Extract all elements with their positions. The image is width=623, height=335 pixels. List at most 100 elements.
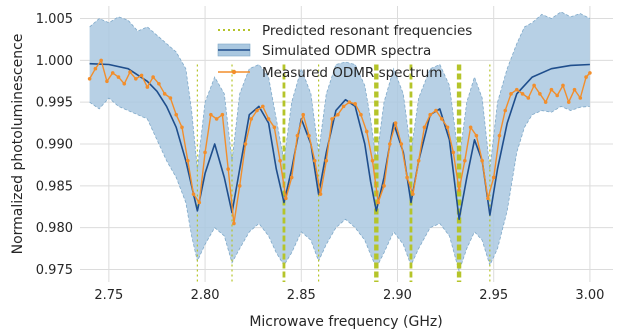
band-upper-edge [89,11,591,170]
measured-point [214,117,219,121]
measured-point [174,112,179,117]
x-tick-label: 2.80 [191,288,220,303]
measured-point [151,75,155,79]
measured-point [422,125,427,130]
measured-point [324,158,329,163]
measured-point [549,87,554,92]
measured-point [445,125,450,130]
measured-point [578,96,583,100]
measured-point [588,71,592,75]
measured-point [463,158,467,163]
measured-point [197,200,202,205]
legend-label-resonance: Predicted resonant frequencies [262,23,472,39]
measured-point [543,100,548,104]
legend: Predicted resonant frequencies Simulated… [217,23,472,81]
measured-point [359,112,363,117]
measured-point [538,92,542,96]
measured-point [411,192,415,196]
measured-point [555,93,559,98]
resonance-lines-layer [196,64,491,282]
measured-point [122,81,127,86]
measured-point [226,167,230,171]
measured-point [191,192,196,196]
measured-point [128,70,132,74]
measured-point [526,96,531,100]
measured-point [584,75,588,79]
x-tick-label: 2.90 [383,288,412,303]
measured-point [509,92,513,96]
measured-point [272,125,277,130]
measured-point [439,117,444,121]
measured-point [145,85,150,89]
measured-point [168,96,173,100]
measured-point [497,133,502,138]
measured-point [451,150,456,155]
measured-point [105,79,109,84]
measured-point [393,121,398,125]
measured-point [566,100,571,104]
measured-point [503,108,508,113]
measured-point [474,133,479,138]
measured-point [203,150,207,155]
measured-point [278,158,282,163]
measured-point [561,83,565,88]
simulated-band [89,11,590,272]
measured-point [376,200,381,205]
measured-point [301,112,306,117]
measured-point [341,104,346,109]
measured-point [486,196,490,201]
measured-point [93,66,98,71]
measured-point [289,175,294,180]
measured-point [353,102,357,106]
measured-point [318,192,323,196]
measured-point [157,81,161,86]
measured-line [88,59,591,225]
y-tick-label: 0.975 [36,263,73,278]
y-tick-label: 0.980 [36,221,73,236]
measured-point [237,184,242,188]
measured-point [312,158,317,163]
y-tick-label: 1.000 [36,54,73,69]
measured-point [434,108,438,113]
measured-point [162,92,167,96]
measured-point [232,221,236,226]
measured-point [87,76,92,81]
measured-point [266,117,271,121]
y-tick-label: 0.995 [36,96,73,111]
x-tick-label: 2.85 [287,288,316,303]
measured-point [468,125,473,130]
measured-point [491,175,496,180]
measured-point [139,73,144,78]
measured-point [572,87,577,92]
legend-swatch-measured-marker [231,69,237,75]
measured-point [249,117,254,121]
measured-point [260,104,265,109]
measured-point [180,125,184,130]
x-tick-label: 3.00 [575,288,604,303]
measured-point [134,76,138,81]
measured-point [307,133,311,138]
measured-point [532,83,536,88]
y-axis-label: Normalized photoluminescence [10,34,26,255]
x-axis-label: Microwave frequency (GHz) [249,314,442,330]
x-tick-label: 2.75 [94,288,123,303]
measured-point [428,112,433,117]
measured-point [284,196,288,201]
measured-point [514,87,519,92]
measured-point [399,142,404,146]
measured-point [295,133,300,138]
measured-point [220,112,225,117]
tick-label-layer: 2.75 2.80 2.85 2.90 2.95 3.00 0.975 0.980 0.985 0… [36,12,605,303]
y-tick-label: 0.990 [36,138,73,153]
measured-point [243,142,248,146]
measured-point [99,58,103,63]
legend-label-simulated: Simulated ODMR spectra [262,43,431,59]
measured-point [330,117,334,121]
measured-point [209,112,213,117]
measured-layer [87,58,592,226]
measured-point [457,188,461,192]
simulated-band-layer [89,11,591,273]
measured-point [347,100,352,104]
measured-point [387,142,392,146]
